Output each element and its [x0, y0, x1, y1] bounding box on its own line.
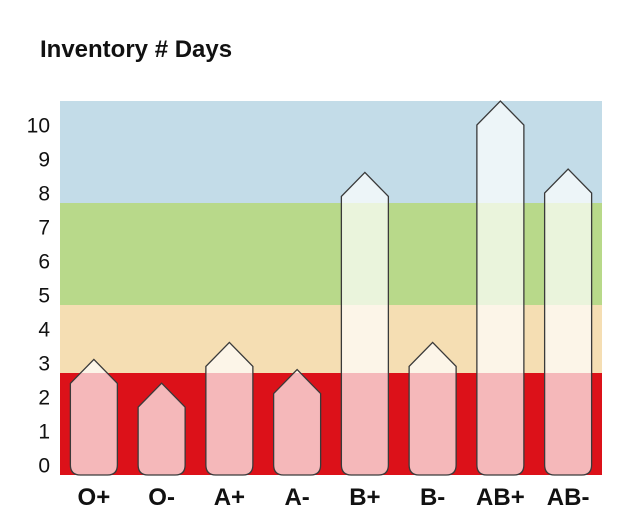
y-tick-label: 1 — [38, 421, 50, 444]
y-tick-label: 9 — [38, 149, 50, 172]
x-tick-label: AB+ — [476, 484, 525, 511]
y-tick-label: 2 — [38, 387, 50, 410]
y-tick-label: 8 — [38, 183, 50, 206]
bar-B- — [408, 341, 457, 476]
bar-O+ — [69, 358, 119, 476]
bar-A- — [272, 368, 322, 476]
y-tick-label: 7 — [38, 217, 50, 240]
bar-AB+ — [476, 100, 525, 476]
x-tick-label: B- — [420, 484, 445, 511]
x-axis-ticks: O+ O- A+ A- B+ B- AB+ AB- — [78, 484, 590, 511]
x-tick-label: A- — [284, 484, 309, 511]
x-tick-label: O+ — [78, 484, 111, 511]
bar-O- — [137, 382, 186, 476]
y-axis-ticks: 0 1 2 3 4 5 6 7 8 9 10 — [27, 115, 51, 478]
chart-title: Inventory # Days — [40, 36, 233, 63]
x-tick-label: O- — [148, 484, 175, 511]
y-tick-label: 10 — [27, 115, 50, 138]
bar-B+ — [340, 171, 390, 476]
bar-series — [69, 100, 593, 476]
bar-A+ — [205, 341, 254, 476]
y-tick-label: 5 — [38, 285, 50, 308]
x-tick-label: AB- — [547, 484, 590, 511]
y-tick-label: 3 — [38, 353, 50, 376]
y-tick-label: 4 — [38, 319, 50, 342]
y-tick-label: 0 — [38, 455, 50, 478]
y-tick-label: 6 — [38, 251, 50, 274]
x-tick-label: A+ — [214, 484, 245, 511]
bar-AB- — [543, 168, 593, 476]
x-tick-label: B+ — [349, 484, 380, 511]
